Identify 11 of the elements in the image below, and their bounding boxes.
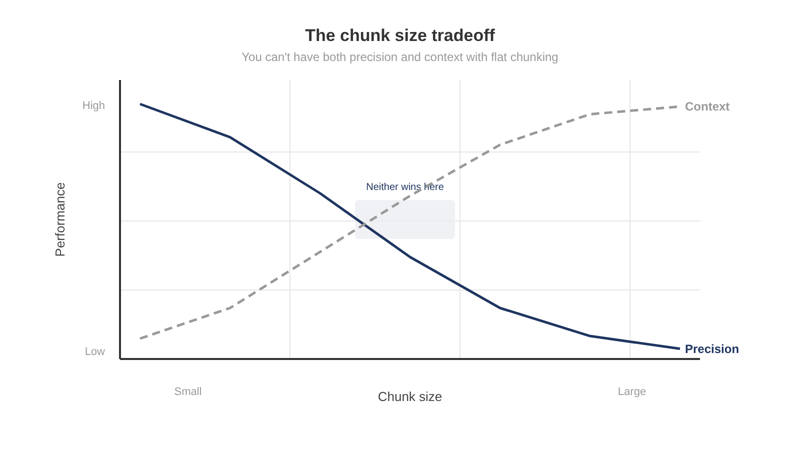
text: Low bbox=[84, 346, 106, 358]
y-axis-title: Performance bbox=[52, 182, 68, 257]
chart-title: The chunk size tradeoff bbox=[304, 26, 496, 46]
text: Large bbox=[618, 386, 646, 398]
chart-subtitle: You can't have both precision and context with flat chunking bbox=[240, 50, 560, 64]
annotation: Neither wins here bbox=[366, 182, 444, 193]
text: High bbox=[82, 100, 105, 112]
series-label: Precision bbox=[685, 342, 740, 356]
series-label: Context bbox=[685, 100, 730, 114]
x-axis-title: Chunk size bbox=[378, 389, 442, 404]
text: Small bbox=[174, 386, 202, 398]
